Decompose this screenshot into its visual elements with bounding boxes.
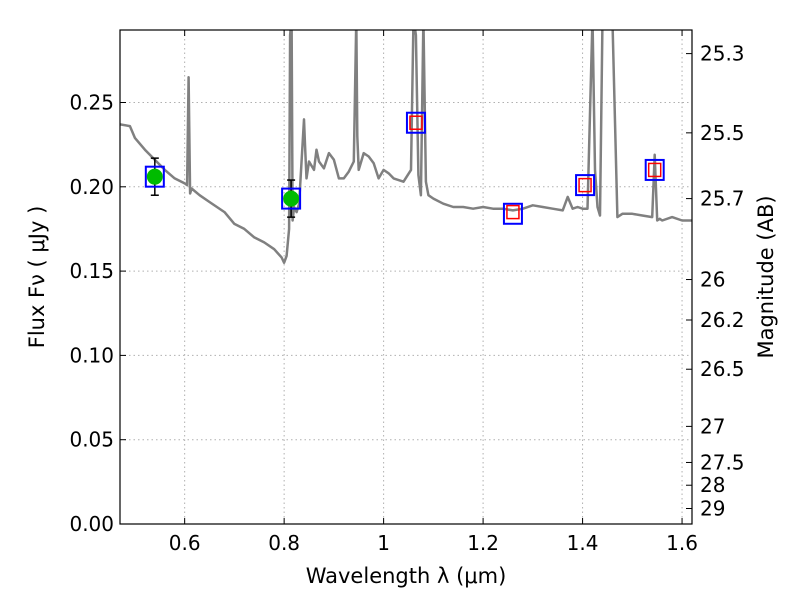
magnitude-tick-label: 28 (700, 473, 725, 497)
model-photometry-square (281, 187, 302, 210)
y-tick-label: 0.15 (69, 259, 114, 283)
plot-area (120, 30, 692, 264)
x-tick-label: 0.6 (169, 531, 201, 555)
x-tick-label: 1.2 (467, 531, 499, 555)
plot-frame (119, 29, 693, 525)
model-photometry-square (644, 158, 665, 181)
magnitude-tick-label: 25.3 (700, 42, 745, 66)
y-tick-label: 0.00 (69, 512, 114, 536)
synthetic-photometry-square (506, 204, 520, 220)
observed-flux-point (283, 190, 300, 207)
x-tick-label: 1 (377, 531, 390, 555)
magnitude-tick-label: 25.5 (700, 121, 745, 145)
model-photometry-square (575, 174, 596, 197)
y-tick-label: 0.25 (69, 90, 114, 114)
synthetic-photometry-square (578, 177, 592, 193)
y-tick-label: 0.05 (69, 428, 114, 452)
x-tick-label: 0.8 (268, 531, 300, 555)
synthetic-photometry-square (409, 115, 423, 130)
model-photometry-square (144, 165, 165, 188)
y-axis-title: Flux Fν ( μJy ) (25, 206, 49, 349)
magnitude-tick-label: 29 (700, 496, 725, 520)
y-tick-label: 0.10 (69, 343, 114, 367)
magnitude-tick-label: 26.5 (700, 357, 745, 381)
magnitude-tick-label: 27.5 (700, 450, 745, 474)
plot-background (120, 30, 692, 524)
y-tick-label: 0.20 (69, 175, 114, 199)
model-photometry-square (502, 202, 523, 225)
synthetic-photometry-square (647, 162, 662, 178)
magnitude-tick-label: 26.2 (700, 308, 745, 332)
magnitude-tick-label: 25.7 (700, 187, 745, 211)
observed-flux-point (146, 168, 163, 185)
magnitude-tick-label: 27 (700, 414, 725, 438)
x-tick-label: 1.4 (567, 531, 599, 555)
magnitude-tick-label: 26 (700, 268, 725, 292)
model-photometry-square (405, 111, 426, 134)
sed-model-line (120, 30, 692, 264)
axis-ticks: 0.6 0.8 1 1.2 1.4 1.6 0.00 0.05 0.10 0.15 0.20 0.25… (69, 30, 745, 555)
x-axis-title: Wavelength λ (μm) (306, 564, 507, 588)
x-tick-label: 1.6 (666, 531, 698, 555)
y-axis-right-title: Magnitude (AB) (754, 195, 778, 358)
